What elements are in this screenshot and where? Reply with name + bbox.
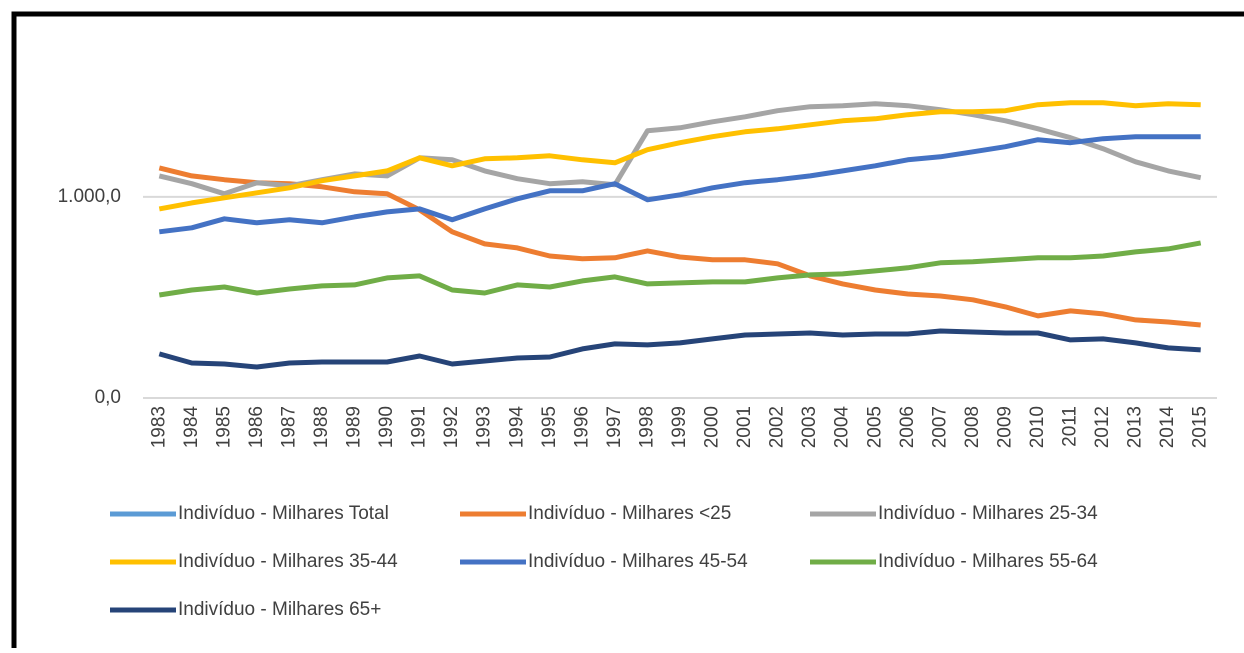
x-tick-label: 2010 [1027,406,1048,448]
x-tick-label: 1992 [441,406,462,448]
series-line [158,328,1201,370]
legend-label: Indivíduo - Milhares 55-64 [878,551,1098,572]
y-tick-label: 0,0 [95,387,121,408]
x-tick-label: 2014 [1157,406,1178,449]
x-tick-label: 1984 [181,406,202,449]
x-tick-label: 2013 [1125,406,1146,448]
x-tick-label: 2008 [962,406,983,448]
x-tick-label: 1990 [376,406,397,448]
x-tick-label: 1996 [571,406,592,448]
x-tick-label: 2004 [832,406,853,449]
x-tick-label: 1989 [344,406,365,448]
x-tick-label: 2002 [767,406,788,448]
x-tick-label: 2003 [799,406,820,448]
x-tick-label: 1987 [278,406,299,448]
series-line [158,240,1202,298]
x-tick-label: 2000 [702,406,723,448]
x-tick-label: 2012 [1092,406,1113,448]
x-tick-label: 1993 [474,406,495,448]
x-tick-label: 2011 [1060,406,1081,447]
x-tick-label: 2015 [1190,406,1211,448]
x-tick-label: 1994 [506,406,527,449]
x-tick-label: 1997 [604,406,625,448]
legend-label: Indivíduo - Milhares 65+ [178,599,381,620]
legend-label: Indivíduo - Milhares Total [178,503,389,524]
x-tick-label: 1986 [246,406,267,448]
x-tick-label: 2001 [734,406,755,448]
legend-label: Indivíduo - Milhares 25-34 [878,503,1098,524]
x-tick-label: 2009 [994,406,1015,448]
series-line [158,100,1201,212]
series-line [158,165,1201,328]
x-tick-label: 2007 [929,406,950,448]
x-tick-label: 1999 [669,406,690,448]
legend-label: Indivíduo - Milhares <25 [528,503,731,524]
y-tick-label: 1.000,0 [58,186,121,207]
x-tick-label: 1998 [636,406,657,448]
x-tick-label: 2005 [864,406,885,448]
x-tick-label: 1991 [409,406,430,448]
x-tick-label: 1983 [148,406,169,448]
legend-label: Indivíduo - Milhares 35-44 [178,551,398,572]
x-tick-label: 1995 [539,406,560,448]
x-tick-label: 1985 [213,406,234,448]
series-line [158,134,1201,235]
legend-label: Indivíduo - Milhares 45-54 [528,551,748,572]
x-tick-label: 1988 [311,406,332,448]
x-tick-label: 2006 [897,406,918,448]
